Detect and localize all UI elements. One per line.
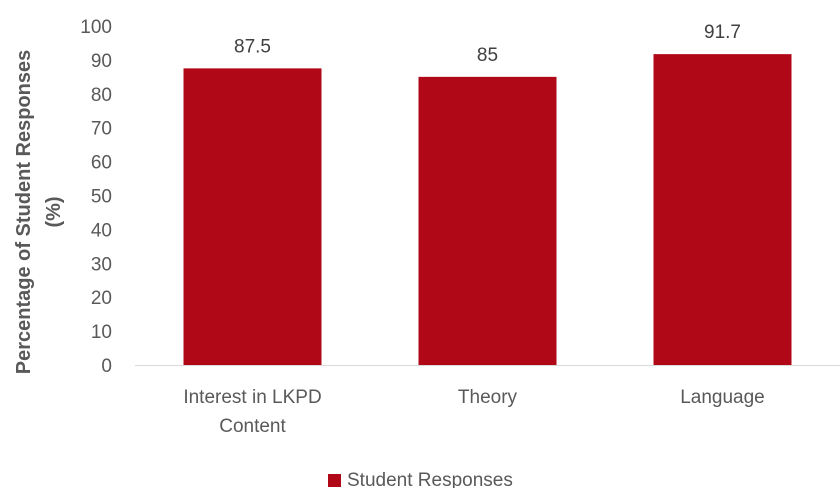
y-axis-label-line: Percentage of Student Responses xyxy=(13,50,35,375)
legend: Student Responses xyxy=(328,470,513,488)
y-tick-label: 70 xyxy=(91,119,112,140)
legend-swatch xyxy=(328,474,341,487)
x-category-label-line: Interest in LKPD xyxy=(183,387,321,408)
bar xyxy=(418,76,557,365)
x-axis-category-labels: Interest in LKPD Content Theory Language xyxy=(183,387,764,437)
x-category-label-line: Theory xyxy=(458,387,518,408)
legend-label: Student Responses xyxy=(347,470,513,488)
data-label: 91.7 xyxy=(704,22,741,43)
x-category-label-line: Language xyxy=(680,387,765,408)
x-category-label: Interest in LKPD Content xyxy=(183,387,321,437)
y-tick-label: 50 xyxy=(91,187,112,208)
y-axis-label: Percentage of Student Responses (%) xyxy=(13,50,65,375)
y-axis-ticks: 0 10 20 30 40 50 60 70 80 90 100 xyxy=(80,17,112,377)
y-tick-label: 90 xyxy=(91,51,112,72)
y-tick-label: 30 xyxy=(91,254,112,275)
bar xyxy=(653,54,792,366)
y-axis-title: Percentage of Student Responses (%) xyxy=(13,50,65,375)
bars xyxy=(183,54,792,366)
y-tick-label: 100 xyxy=(80,17,112,38)
x-category-label: Theory xyxy=(458,387,518,408)
data-labels: 87.5 85 91.7 xyxy=(234,22,741,66)
y-tick-label: 60 xyxy=(91,153,112,174)
bar xyxy=(183,68,322,365)
y-tick-label: 0 xyxy=(101,356,112,377)
y-axis-label-line: (%) xyxy=(43,196,65,227)
data-label: 85 xyxy=(477,45,498,66)
y-tick-label: 80 xyxy=(91,85,112,106)
x-category-label-line: Content xyxy=(219,416,286,437)
x-category-label: Language xyxy=(680,387,765,408)
y-tick-label: 20 xyxy=(91,288,112,309)
y-tick-label: 40 xyxy=(91,220,112,241)
data-label: 87.5 xyxy=(234,36,271,57)
y-tick-label: 10 xyxy=(91,322,112,343)
